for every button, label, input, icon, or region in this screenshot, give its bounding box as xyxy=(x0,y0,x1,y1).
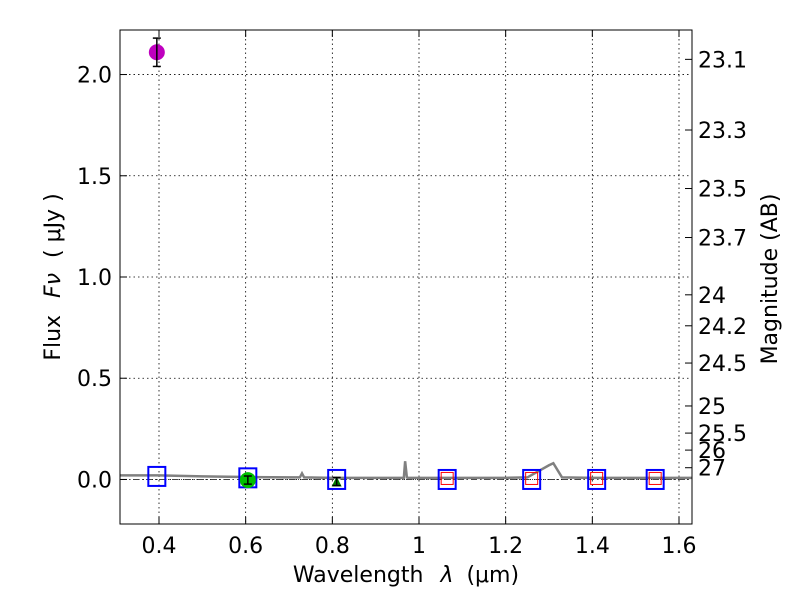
x-tick-label-2: 0.8 xyxy=(315,534,350,559)
magnitude-tick-label-2: 23.5 xyxy=(698,178,747,203)
x-axis-label-symbol: λ xyxy=(439,563,453,588)
model-sed-line xyxy=(120,461,692,480)
model-photometry-marker-5 xyxy=(587,468,607,490)
magnitude-tick-label-0: 23.1 xyxy=(698,48,747,73)
y-axis-label: Flux Fν ( μJy ) xyxy=(41,193,66,360)
non-detection-marker-3 xyxy=(648,471,662,485)
y-tick-label-4: 2.0 xyxy=(77,64,112,89)
x-axis-label-units: (μm) xyxy=(466,563,519,588)
magnitude-tick-label-1: 23.3 xyxy=(698,119,747,144)
magnitude-tick-label-8: 25.5 xyxy=(698,422,747,447)
x-axis-label: Wavelength λ (μm) xyxy=(293,563,519,588)
y-tick-label-2: 1.0 xyxy=(77,266,112,291)
magnitude-tick-label-3: 23.7 xyxy=(698,227,747,252)
model-photometry-marker-3 xyxy=(437,468,457,490)
y-axis-label-units: ( μJy ) xyxy=(41,193,66,258)
magnitude-tick-label-5: 24.2 xyxy=(698,315,747,340)
x-tick-label-0: 0.4 xyxy=(142,534,177,559)
magnitude-tick-label-6: 24.5 xyxy=(698,352,747,377)
y-tick-label-1: 0.5 xyxy=(77,367,112,392)
y-tick-label-0: 0.0 xyxy=(77,468,112,493)
y-axis-label-prefix: Flux xyxy=(41,315,66,361)
non-detection-marker-2 xyxy=(590,471,604,485)
model-photometry-marker-2 xyxy=(327,468,347,490)
model-photometry-marker-0 xyxy=(147,465,167,487)
magnitude-tick-label-9: 26 xyxy=(698,439,726,464)
x-tick-label-5: 1.4 xyxy=(575,534,610,559)
magnitude-tick-label-7: 25 xyxy=(698,395,726,420)
model-photometry-marker-4 xyxy=(522,468,542,490)
y-tick-label-3: 1.5 xyxy=(77,165,112,190)
y-axis-label-symbol: Fν xyxy=(41,273,66,298)
x-tick-label-1: 0.6 xyxy=(228,534,263,559)
magnitude-axis-label: Magnitude (AB) xyxy=(758,194,783,365)
data-markers xyxy=(147,37,665,490)
x-tick-label-4: 1.2 xyxy=(488,534,523,559)
magnitude-tick-label-4: 24 xyxy=(698,284,726,309)
non-detection-marker-1 xyxy=(525,471,539,485)
x-tick-label-3: 1 xyxy=(412,534,426,559)
x-tick-label-6: 1.6 xyxy=(662,534,697,559)
magnitude-tick-label-10: 27 xyxy=(698,457,726,482)
model-photometry-marker-6 xyxy=(645,468,665,490)
axis-ticks: 0.4 0.6 0.8 1 1.2 1.4 1.6 0.0 0.5 1.0 1.5 2.0 23.1 23… xyxy=(77,30,747,559)
non-detection-marker-0 xyxy=(440,471,454,485)
x-axis-label-prefix: Wavelength xyxy=(293,563,424,588)
